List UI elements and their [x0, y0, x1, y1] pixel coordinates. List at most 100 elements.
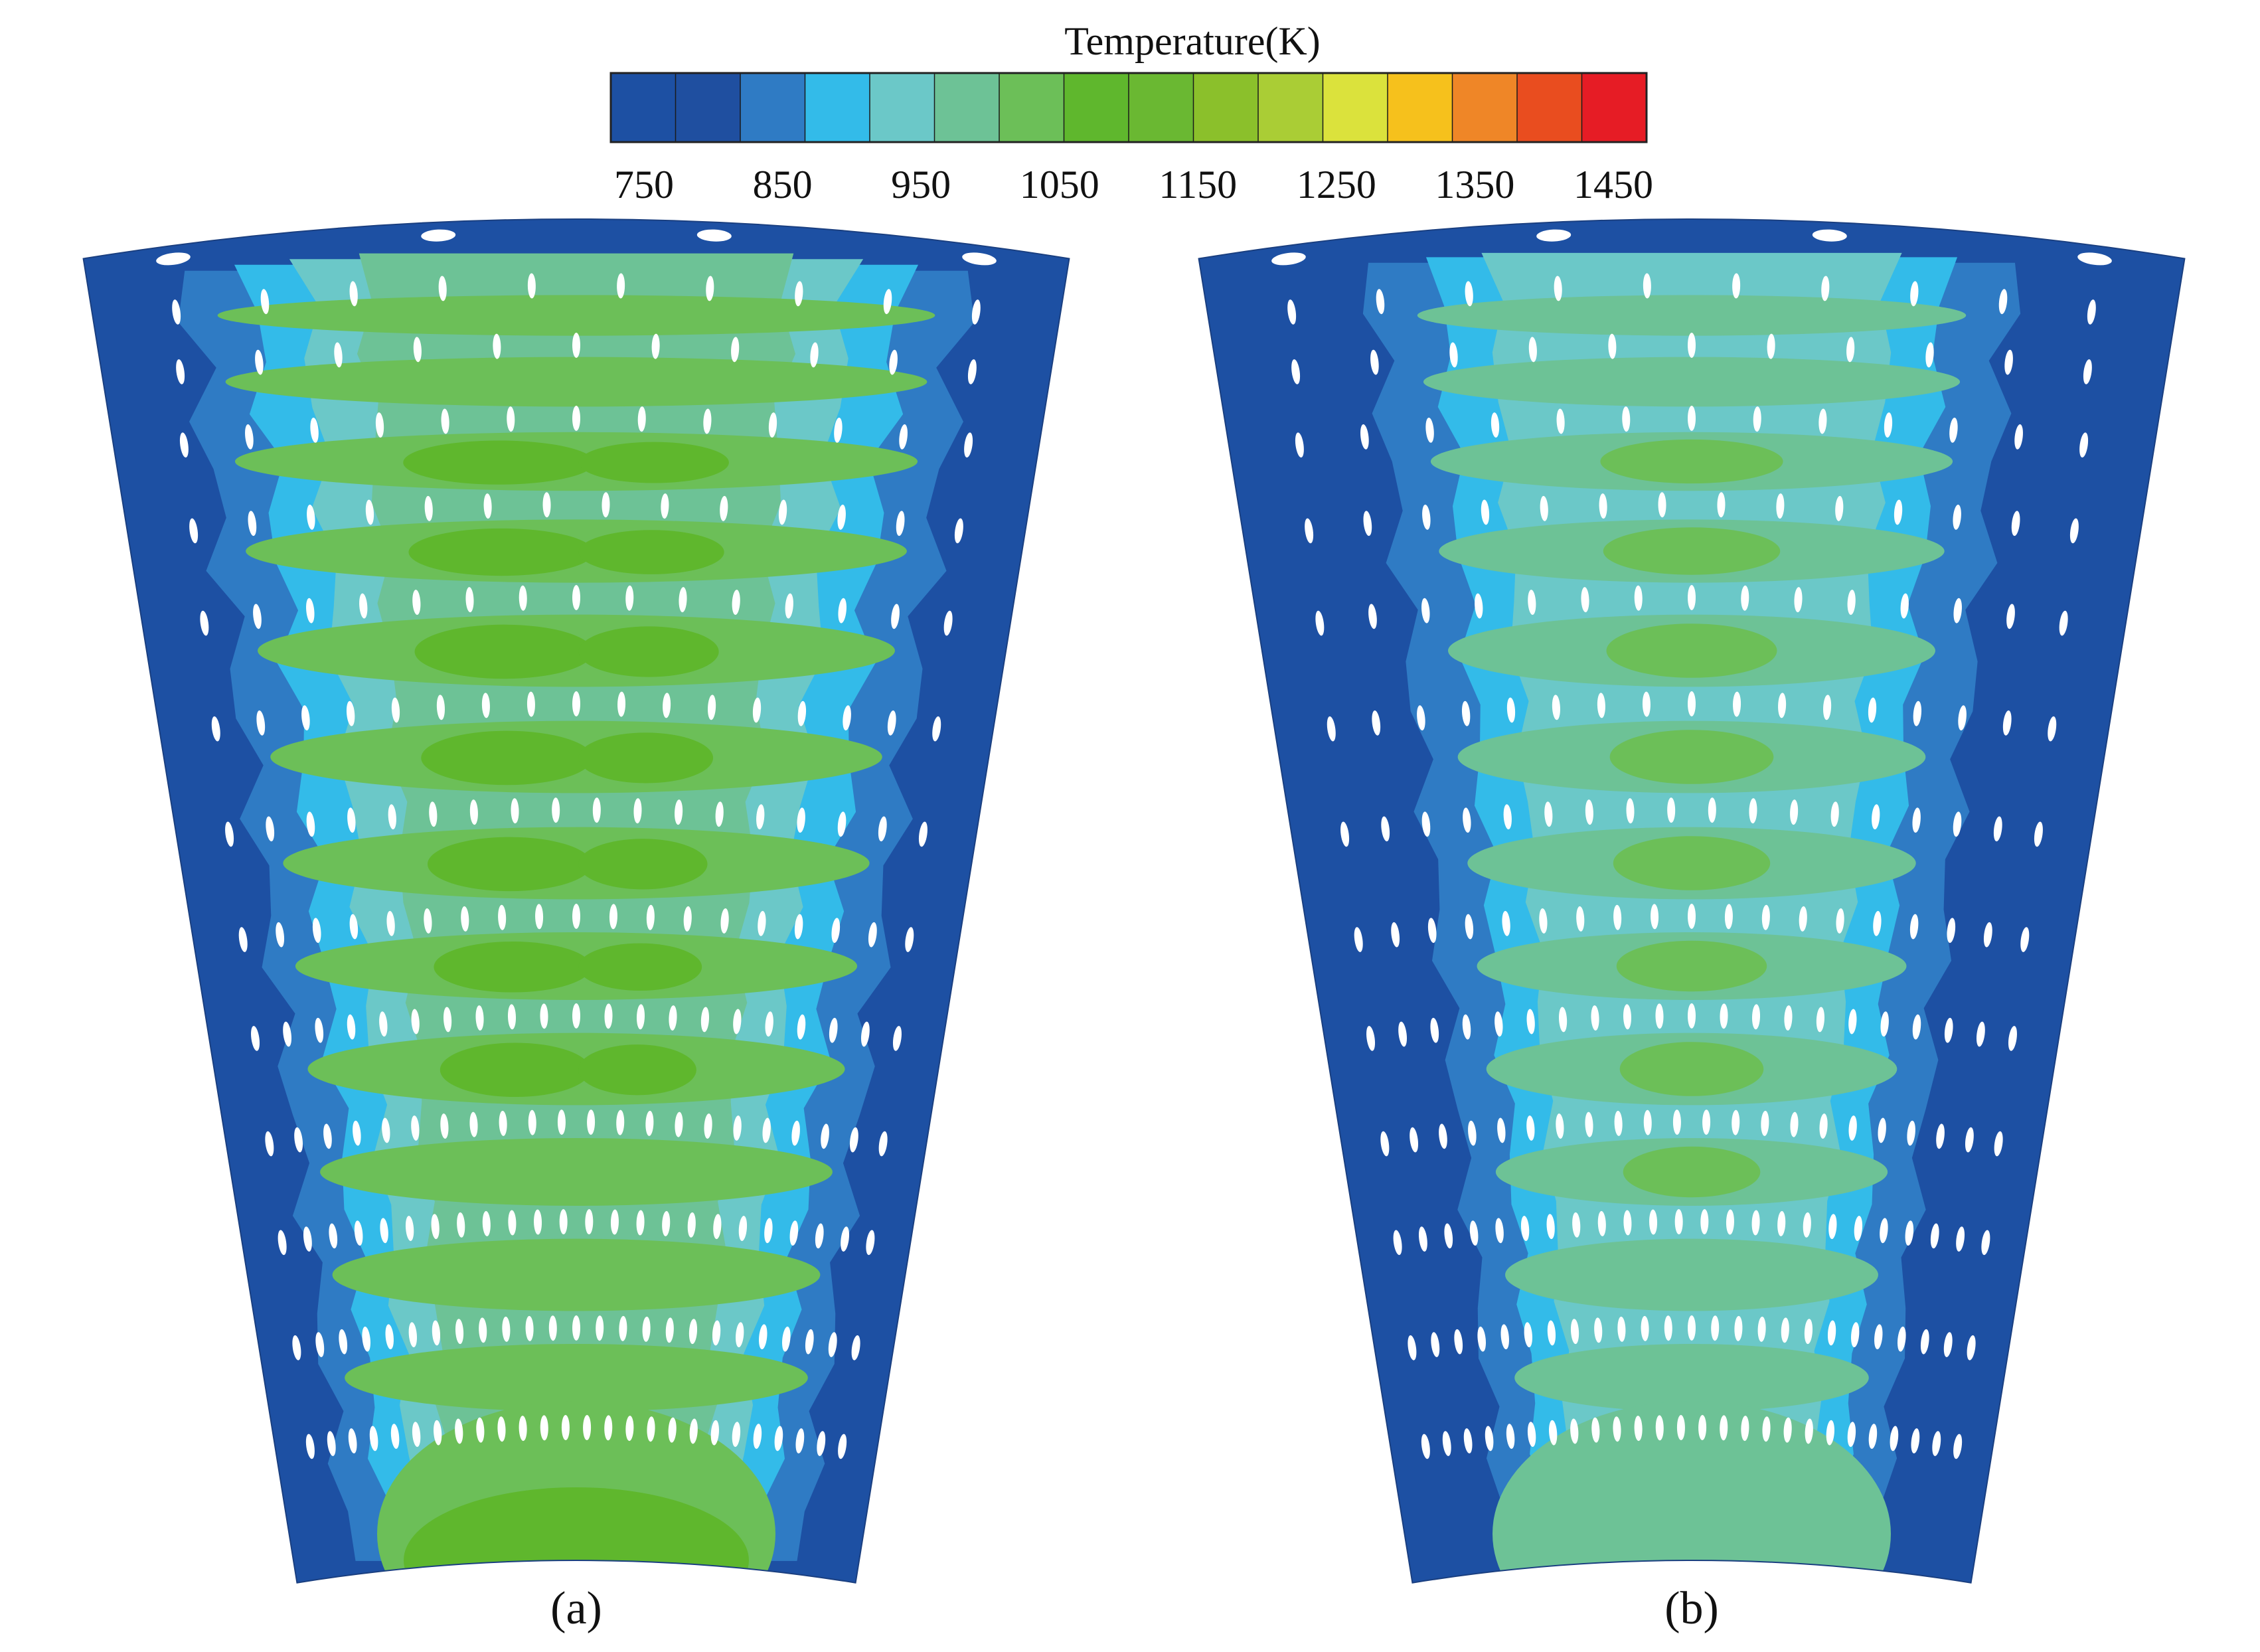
cooling-hole	[1485, 1426, 1494, 1451]
cooling-hole	[943, 610, 953, 636]
cooling-hole	[507, 1004, 517, 1030]
cooling-hole	[312, 918, 321, 944]
cooling-hole	[1526, 1115, 1535, 1141]
cooling-hole	[380, 1218, 388, 1244]
cooling-hole	[1847, 590, 1856, 616]
cooling-hole	[619, 1315, 627, 1341]
cooling-hole	[1897, 1326, 1906, 1352]
cooling-hole	[348, 1428, 357, 1453]
cooling-hole	[1953, 598, 1962, 623]
cooling-hole	[2020, 927, 2030, 952]
cooling-hole	[315, 1017, 324, 1043]
cooling-hole	[738, 1216, 748, 1241]
cooling-hole	[527, 273, 536, 299]
hot-zone-blob	[1423, 357, 1961, 407]
cooling-hole	[967, 359, 977, 384]
colorbar-cell	[1387, 72, 1453, 143]
cooling-hole	[753, 1424, 762, 1449]
cooling-hole	[1674, 1209, 1683, 1235]
colorbar-tick-labels: 750 850 950 1050 1150 1250 1350 1450	[614, 163, 1653, 206]
cooling-hole	[535, 904, 544, 930]
cooling-hole	[362, 1326, 370, 1352]
cooling-hole	[704, 1114, 712, 1139]
cooling-hole	[918, 821, 928, 847]
cooling-hole	[1851, 1322, 1860, 1348]
colorbar-title: Temperature(K)	[1064, 19, 1321, 63]
cooling-hole	[954, 518, 963, 544]
dilution-hole	[2077, 252, 2112, 266]
cooling-hole	[1688, 333, 1696, 358]
cooling-hole	[795, 1428, 805, 1453]
cooling-hole	[1360, 424, 1369, 450]
cooling-hole	[831, 918, 841, 944]
cooling-hole	[1475, 593, 1483, 619]
cooling-hole	[408, 1322, 417, 1348]
cooling-hole	[561, 1415, 570, 1441]
cooling-hole	[346, 701, 355, 726]
cooling-hole	[703, 408, 712, 434]
hot-zone-core	[578, 839, 708, 890]
hot-zone-blob	[225, 357, 928, 407]
cooling-hole	[301, 705, 310, 731]
dilution-hole	[962, 252, 997, 266]
cooling-hole	[1591, 1005, 1599, 1031]
cooling-hole	[1340, 821, 1350, 847]
cooling-hole	[1848, 1009, 1857, 1034]
cooling-hole	[905, 927, 914, 952]
cooling-hole	[379, 1011, 388, 1037]
cooling-hole	[868, 922, 877, 948]
cooling-hole	[1658, 492, 1666, 518]
cooling-hole	[1623, 1004, 1632, 1030]
cooling-hole	[756, 804, 765, 830]
cooling-hole	[1643, 1110, 1652, 1135]
cooling-hole	[1421, 811, 1431, 837]
cooling-hole	[797, 1014, 806, 1040]
cooling-hole	[1594, 1317, 1603, 1343]
cooling-hole	[758, 910, 766, 936]
colorbar-tick-label: 1250	[1297, 163, 1376, 206]
cooling-hole	[1720, 1415, 1728, 1441]
cooling-hole	[327, 1431, 336, 1456]
cooling-hole	[211, 716, 220, 742]
cooling-hole	[1506, 697, 1516, 723]
hot-zone-core	[578, 732, 714, 784]
cooling-hole	[365, 499, 374, 525]
cooling-hole	[1778, 693, 1787, 718]
cooling-hole	[1526, 1009, 1535, 1034]
cooling-hole	[540, 1415, 548, 1441]
hot-zone-blob	[217, 295, 935, 336]
hot-zone-core	[1623, 1146, 1761, 1198]
cooling-hole	[315, 1332, 325, 1357]
colorbar-frame	[609, 72, 1648, 143]
cooling-hole	[764, 1218, 773, 1244]
cooling-hole	[1418, 1226, 1427, 1252]
cooling-hole	[715, 801, 724, 827]
cooling-hole	[443, 1007, 452, 1032]
cooling-hole	[710, 1420, 719, 1446]
colorbar-tick-label: 750	[614, 163, 674, 206]
cooling-hole	[1900, 593, 1909, 619]
cooling-hole	[1732, 273, 1741, 299]
cooling-hole	[1847, 1422, 1856, 1447]
cooling-hole	[431, 1214, 440, 1240]
cooling-hole	[602, 492, 610, 518]
cooling-hole	[1708, 797, 1716, 823]
cooling-hole	[557, 1110, 566, 1135]
cooling-hole	[878, 1131, 888, 1157]
cooling-hole	[1688, 1315, 1696, 1341]
cooling-hole	[1613, 1416, 1621, 1442]
hot-zone-core	[578, 943, 702, 991]
cooling-hole	[1366, 1026, 1376, 1051]
cooling-hole	[733, 1009, 742, 1034]
cooling-hole	[713, 1214, 722, 1240]
cooling-hole	[1953, 811, 1962, 837]
hot-zone-blob	[1417, 295, 1967, 336]
cooling-hole	[1762, 1416, 1771, 1442]
hot-zone-core	[1609, 730, 1774, 784]
cooling-hole	[1993, 816, 2002, 842]
cooling-hole	[1936, 1123, 1945, 1149]
hot-zone-core	[578, 1044, 696, 1096]
cooling-hole	[1688, 406, 1696, 431]
cooling-hole	[1528, 590, 1536, 616]
cooling-hole	[2008, 1026, 2017, 1051]
